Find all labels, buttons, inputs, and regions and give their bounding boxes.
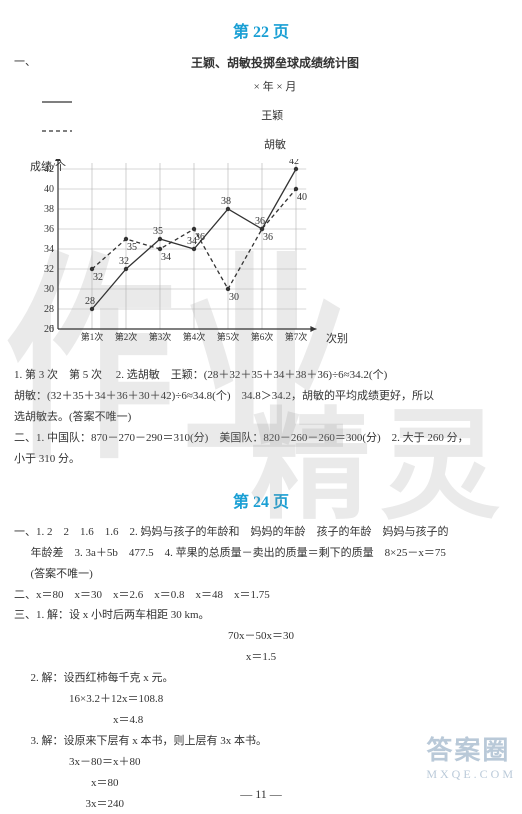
q1-head: 三、1. 解：设 x 小时后两车相距 30 km。 <box>14 605 508 626</box>
chart-title: 王颖、胡敏投掷垒球成绩统计图 <box>42 52 508 75</box>
q2-eq: x＝4.8 <box>14 710 508 731</box>
svg-text:30: 30 <box>229 292 239 303</box>
brand-title: 答案圈 <box>426 730 516 767</box>
chart-xlabel: 次别 <box>326 329 348 350</box>
chart-svg: 2628303234363840420第1次第2次第3次第4次第5次第6次第7次… <box>24 159 324 354</box>
svg-text:32: 32 <box>119 256 129 267</box>
page-header-24: 第 24 页 <box>0 488 522 512</box>
answer-line: (答案不唯一) <box>14 564 508 585</box>
svg-text:35: 35 <box>127 242 137 253</box>
brand-url: MXQE.COM <box>426 767 516 782</box>
answer-line: 一、1. 2 2 1.6 1.6 2. 妈妈与孩子的年龄和 妈妈的年龄 孩子的年… <box>14 522 508 543</box>
svg-text:42: 42 <box>289 159 299 167</box>
svg-text:30: 30 <box>44 284 54 295</box>
svg-text:第1次: 第1次 <box>81 331 104 342</box>
chart-date: × 年 × 月 <box>254 81 297 93</box>
answer-line: 二、x＝80 x＝30 x＝2.6 x＝0.8 x＝48 x＝1.75 <box>14 585 508 606</box>
section-1: 一、 王颖、胡敏投掷垒球成绩统计图 × 年 × 月 王颖 胡敏 成绩/个 262… <box>0 52 522 470</box>
page-footer: — 11 — <box>0 787 522 802</box>
chart-ylabel: 成绩/个 <box>30 157 66 178</box>
svg-text:第7次: 第7次 <box>285 331 308 342</box>
text: 1. 第 3 次 第 5 次 <box>14 369 113 381</box>
footer-dash: — <box>240 787 255 801</box>
svg-text:第5次: 第5次 <box>217 331 240 342</box>
svg-text:32: 32 <box>93 272 103 283</box>
svg-text:第2次: 第2次 <box>115 331 138 342</box>
svg-text:36: 36 <box>255 216 265 227</box>
svg-text:36: 36 <box>44 224 54 235</box>
section-label: 一、 <box>14 52 42 159</box>
svg-text:34: 34 <box>161 252 171 263</box>
q1-eq: x＝1.5 <box>14 647 508 668</box>
answer-line: 选胡敏去。(答案不唯一) <box>14 407 508 428</box>
svg-text:0: 0 <box>49 324 54 335</box>
q2-eq: 16×3.2＋12x＝108.8 <box>14 689 508 710</box>
svg-text:40: 40 <box>297 192 307 203</box>
svg-text:38: 38 <box>44 204 54 215</box>
legend-b: 胡敏 <box>42 127 508 151</box>
footer-dash: — <box>270 787 282 801</box>
q2-head: 2. 解：设西红柿每千克 x 元。 <box>14 668 508 689</box>
answer-line: 年龄差 3. 3a＋5b 477.5 4. 苹果的总质量－卖出的质量＝剩下的质量… <box>14 543 508 564</box>
legend-a-label: 王颖 <box>261 110 283 122</box>
svg-text:第3次: 第3次 <box>149 331 172 342</box>
text: 2. 选胡敏 王颖：(28＋32＋35＋34＋38＋36)÷6≈34.2(个) <box>116 369 387 381</box>
svg-text:38: 38 <box>221 196 231 207</box>
svg-text:28: 28 <box>44 304 54 315</box>
svg-text:40: 40 <box>44 184 54 195</box>
brand-watermark: 答案圈 MXQE.COM <box>426 730 516 782</box>
svg-text:36: 36 <box>195 232 205 243</box>
svg-text:28: 28 <box>85 296 95 307</box>
legend-a: 王颖 <box>42 98 508 122</box>
answer-line: 二、1. 中国队：870－270－290＝310(分) 美国队：820－260－… <box>14 428 508 449</box>
svg-text:36: 36 <box>263 232 273 243</box>
page-header-22: 第 22 页 <box>0 18 522 42</box>
svg-text:32: 32 <box>44 264 54 275</box>
q1-eq: 70x－50x＝30 <box>14 626 508 647</box>
footer-page-number: 11 <box>255 787 267 801</box>
answer-line: 胡敏：(32＋35＋34＋36＋30＋42)÷6≈34.8(个) 34.8＞34… <box>14 386 508 407</box>
answer-line: 小于 310 分。 <box>14 449 508 470</box>
line-chart: 成绩/个 2628303234363840420第1次第2次第3次第4次第5次第… <box>24 159 324 359</box>
legend-b-label: 胡敏 <box>264 139 286 151</box>
svg-text:第6次: 第6次 <box>251 331 274 342</box>
answer-line: 1. 第 3 次 第 5 次 2. 选胡敏 王颖：(28＋32＋35＋34＋38… <box>14 365 508 386</box>
svg-text:35: 35 <box>153 226 163 237</box>
chart-subtitle: × 年 × 月 王颖 胡敏 <box>42 77 508 156</box>
svg-text:第4次: 第4次 <box>183 331 206 342</box>
svg-text:34: 34 <box>44 244 54 255</box>
